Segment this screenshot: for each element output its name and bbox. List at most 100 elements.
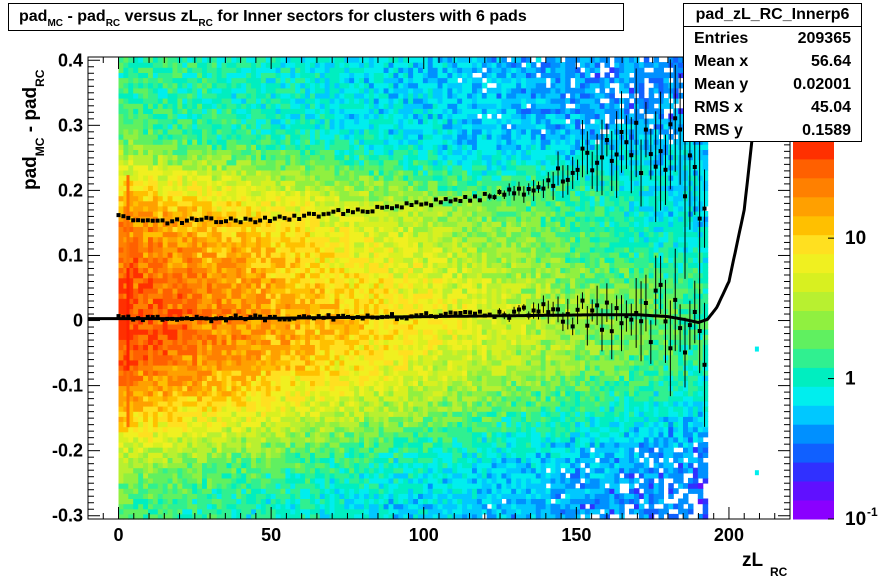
heat-cell xyxy=(364,262,370,268)
heat-cell xyxy=(378,154,385,161)
heat-cell xyxy=(310,108,316,114)
heat-cell xyxy=(118,257,124,263)
heat-cell xyxy=(167,200,174,207)
heat-cell xyxy=(349,98,355,104)
heat-cell xyxy=(354,488,360,494)
heat-cell xyxy=(211,421,218,428)
heat-cell xyxy=(329,108,336,114)
heat-cell xyxy=(260,277,267,284)
heat-cell xyxy=(231,421,237,428)
heat-cell xyxy=(133,164,139,171)
heat-cell xyxy=(349,349,355,356)
heat-cell xyxy=(354,98,360,104)
heat-cell xyxy=(359,436,365,443)
heat-cell xyxy=(295,236,301,243)
heat-cell xyxy=(285,462,291,469)
heat-cell xyxy=(231,426,237,433)
heat-cell xyxy=(157,400,164,407)
heat-cell xyxy=(354,57,360,63)
heat-cell xyxy=(290,349,296,356)
heat-cell xyxy=(221,508,228,515)
heat-cell xyxy=(295,447,301,453)
heat-cell xyxy=(206,72,213,79)
heat-cell xyxy=(383,118,390,125)
heat-cell xyxy=(383,180,390,186)
heat-cell xyxy=(324,416,331,422)
heat-cell xyxy=(364,205,370,212)
heat-cell xyxy=(319,92,326,99)
heat-cell xyxy=(364,411,370,417)
heat-cell xyxy=(383,282,390,289)
heat-cell xyxy=(305,395,311,402)
heat-cell xyxy=(231,262,237,268)
heat-cell xyxy=(148,154,154,161)
heat-cell xyxy=(143,72,149,79)
heat-cell xyxy=(197,411,203,417)
heat-cell xyxy=(143,87,149,94)
heat-cell xyxy=(162,498,169,505)
heat-cell xyxy=(285,354,291,361)
heat-cell xyxy=(344,334,350,340)
heat-cell xyxy=(172,349,178,356)
heat-cell xyxy=(226,426,232,433)
heat-cell xyxy=(319,359,326,366)
heat-cell xyxy=(187,416,193,422)
heat-cell xyxy=(167,472,174,479)
heat-cell xyxy=(290,108,296,114)
heat-cell xyxy=(339,128,345,135)
heat-cell xyxy=(202,277,208,284)
heat-cell xyxy=(275,334,282,340)
heat-cell xyxy=(123,128,129,135)
heat-cell xyxy=(344,421,350,428)
heat-cell xyxy=(123,293,129,299)
heat-cell xyxy=(206,467,213,474)
heat-cell xyxy=(368,272,375,279)
heat-cell xyxy=(197,128,203,135)
heat-cell xyxy=(364,493,370,499)
heat-cell xyxy=(133,293,139,299)
heat-cell xyxy=(221,67,228,73)
heat-cell xyxy=(251,169,257,176)
heat-cell xyxy=(305,246,311,253)
heat-cell xyxy=(246,159,252,166)
heat-cell xyxy=(364,513,370,520)
heat-cell xyxy=(138,267,144,274)
heat-cell xyxy=(143,118,149,125)
heat-cell xyxy=(329,442,336,448)
heat-cell xyxy=(314,216,321,222)
heat-cell xyxy=(295,498,301,505)
heat-cell xyxy=(373,62,380,68)
heat-cell xyxy=(221,421,228,428)
heat-cell xyxy=(177,483,183,489)
heat-cell xyxy=(300,344,306,351)
heat-cell xyxy=(143,190,149,197)
heat-cell xyxy=(388,385,394,392)
heat-cell xyxy=(305,154,311,161)
heat-cell xyxy=(216,134,223,140)
heat-cell xyxy=(226,211,232,217)
heat-cell xyxy=(177,349,183,356)
heat-cell xyxy=(359,472,365,479)
heat-cell xyxy=(187,57,193,63)
heat-cell xyxy=(329,498,336,505)
heat-cell xyxy=(275,139,282,145)
heat-cell xyxy=(285,426,291,433)
heat-cell xyxy=(275,308,282,315)
heat-cell xyxy=(260,472,267,479)
heat-cell xyxy=(241,87,247,94)
heat-cell xyxy=(310,226,316,233)
heat-cell xyxy=(182,375,188,381)
heat-cell xyxy=(378,98,385,104)
heat-cell xyxy=(275,216,282,222)
heat-cell xyxy=(216,226,223,233)
heat-cell xyxy=(359,370,365,376)
heat-cell xyxy=(256,62,262,68)
heat-cell xyxy=(251,190,257,197)
heat-cell xyxy=(187,344,193,351)
heat-cell xyxy=(285,87,291,94)
heat-cell xyxy=(192,82,198,89)
heat-cell xyxy=(162,139,169,145)
heat-cell xyxy=(383,231,390,238)
heat-cell xyxy=(197,426,203,433)
heat-cell xyxy=(221,123,228,130)
